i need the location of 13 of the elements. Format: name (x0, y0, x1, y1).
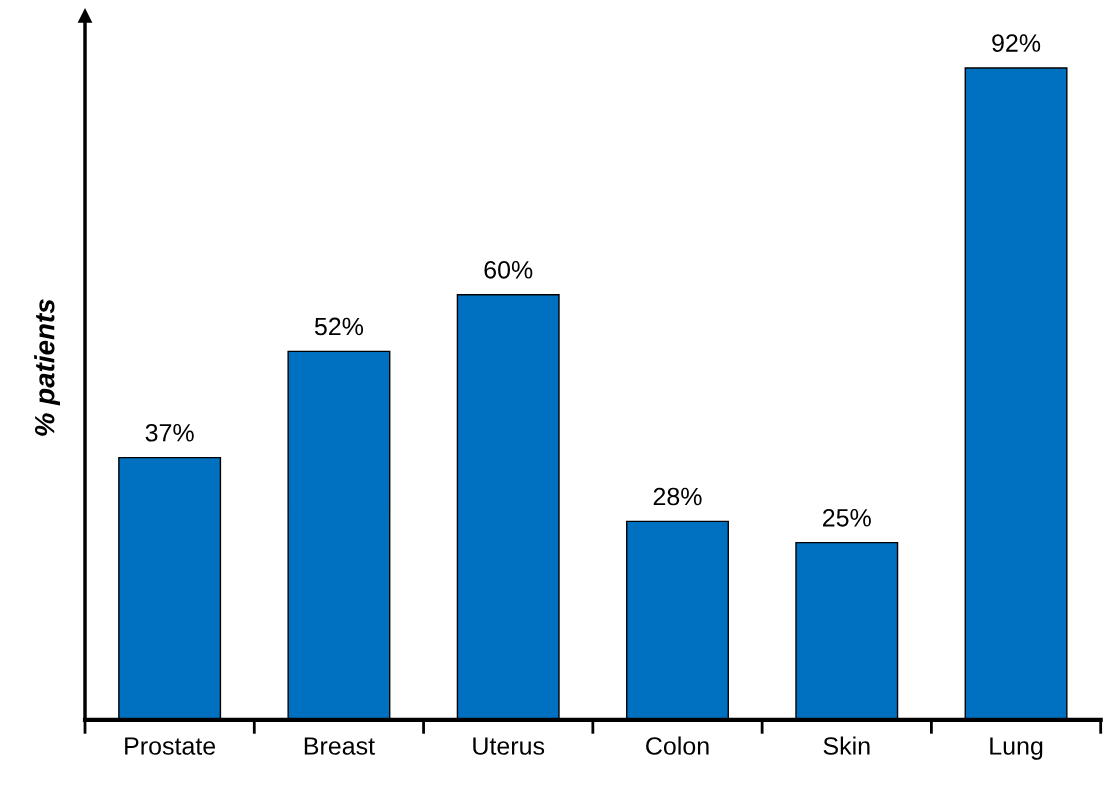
data-label: 60% (484, 260, 533, 279)
x-tick-label: Uterus (473, 737, 545, 755)
x-tick-label: Prostate (125, 737, 216, 755)
x-tick-label: Colon (646, 736, 709, 755)
data-label: 92% (992, 34, 1041, 52)
data-label: 52% (314, 317, 364, 336)
x-tick-label: Skin (823, 736, 870, 755)
data-label: 25% (823, 508, 871, 527)
data-label: 37% (145, 423, 194, 442)
y-axis-title: % patients (34, 299, 61, 436)
data-label: 28% (653, 487, 702, 506)
x-tick-label: Breast (304, 737, 375, 755)
x-tick-label: Lung (990, 737, 1043, 760)
